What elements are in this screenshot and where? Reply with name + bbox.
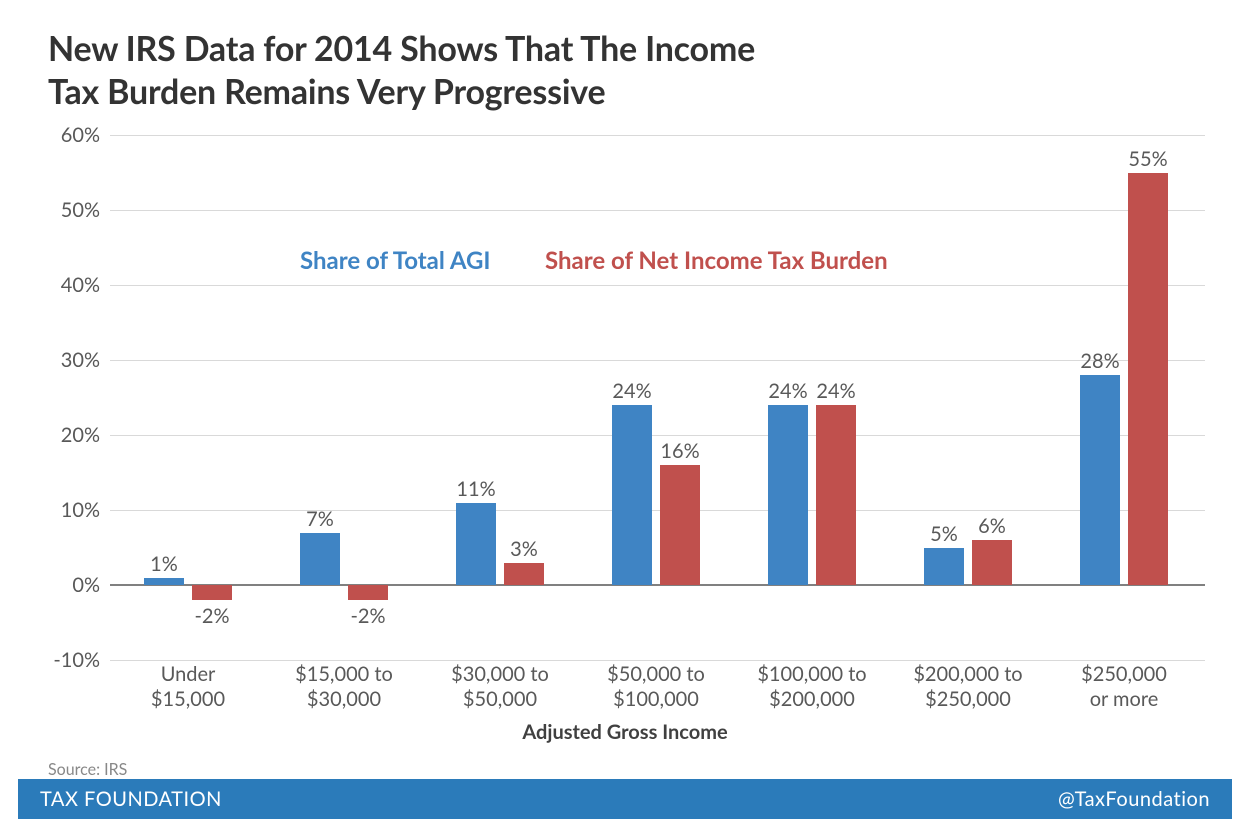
- y-tick-label: 0%: [10, 573, 100, 597]
- title-line-2: Tax Burden Remains Very Progressive: [48, 71, 605, 112]
- y-tick-label: 50%: [10, 198, 100, 222]
- bar-series-2: [660, 465, 700, 585]
- bar-label-series-1: 28%: [1070, 349, 1130, 373]
- bar-label-series-2: -2%: [182, 604, 242, 628]
- bar-label-series-2: 16%: [650, 439, 710, 463]
- x-axis-title: Adjusted Gross Income: [0, 720, 1250, 744]
- bar-label-series-1: 1%: [134, 552, 194, 576]
- x-category-label: $50,000 to$100,000: [578, 662, 734, 712]
- y-tick-label: 60%: [10, 123, 100, 147]
- bar-series-1: [456, 503, 496, 586]
- bar-label-series-1: 24%: [602, 379, 662, 403]
- bar-series-1: [768, 405, 808, 585]
- bar-series-1: [612, 405, 652, 585]
- bar-label-series-1: 7%: [290, 507, 350, 531]
- bar-label-series-2: 6%: [962, 514, 1022, 538]
- y-tick-label: 20%: [10, 423, 100, 447]
- x-category-label: $30,000 to$50,000: [422, 662, 578, 712]
- footer-bar: TAX FOUNDATION @TaxFoundation: [18, 779, 1232, 819]
- bar-series-2: [504, 563, 544, 586]
- source-text: Source: IRS: [48, 760, 127, 779]
- bar-series-2: [1128, 173, 1168, 586]
- bar-label-series-1: 11%: [446, 477, 506, 501]
- chart-plot-area: 1%-2%7%-2%11%3%24%16%24%24%5%6%28%55%: [110, 135, 1205, 660]
- x-category-label: $200,000 to$250,000: [890, 662, 1046, 712]
- bar-label-series-2: 3%: [494, 537, 554, 561]
- title-line-1: New IRS Data for 2014 Shows That The Inc…: [48, 28, 755, 69]
- bar-series-1: [1080, 375, 1120, 585]
- legend-series-2: Share of Net Income Tax Burden: [545, 246, 888, 275]
- bar-series-1: [924, 548, 964, 586]
- chart-page: New IRS Data for 2014 Shows That The Inc…: [0, 0, 1250, 833]
- x-category-label: Under$15,000: [110, 662, 266, 712]
- y-tick-label: 30%: [10, 348, 100, 372]
- bar-label-series-2: -2%: [338, 604, 398, 628]
- legend-series-1: Share of Total AGI: [300, 246, 491, 275]
- bar-label-series-2: 24%: [806, 379, 866, 403]
- bar-series-2: [816, 405, 856, 585]
- footer-handle: @TaxFoundation: [1058, 787, 1210, 811]
- x-category-label: $100,000 to$200,000: [734, 662, 890, 712]
- footer-brand: TAX FOUNDATION: [40, 787, 222, 811]
- bar-label-series-2: 55%: [1118, 147, 1178, 171]
- y-tick-label: 40%: [10, 273, 100, 297]
- chart-title: New IRS Data for 2014 Shows That The Inc…: [48, 28, 755, 113]
- x-category-label: $15,000 to$30,000: [266, 662, 422, 712]
- bar-series-1: [144, 578, 184, 586]
- y-tick-label: 10%: [10, 498, 100, 522]
- gridline: [110, 660, 1205, 661]
- bar-series-2: [192, 585, 232, 600]
- y-tick-label: -10%: [10, 648, 100, 672]
- bar-series-2: [972, 540, 1012, 585]
- bar-series-1: [300, 533, 340, 586]
- x-category-label: $250,000or more: [1046, 662, 1202, 712]
- bar-series-2: [348, 585, 388, 600]
